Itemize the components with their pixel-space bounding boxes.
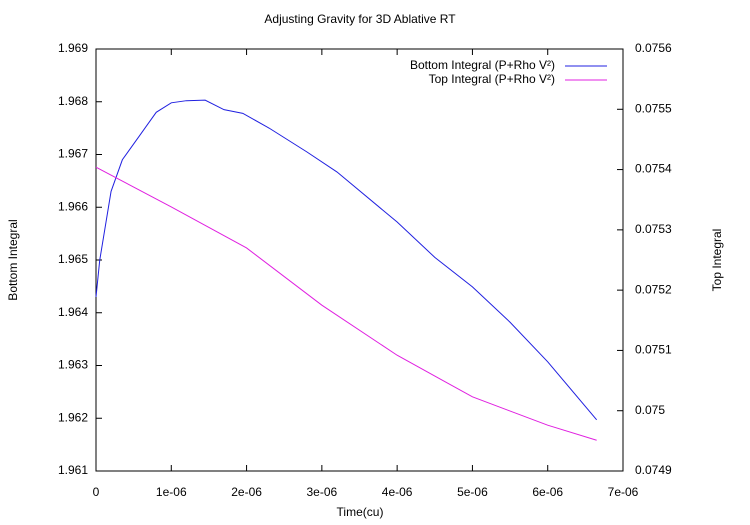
y-tick-label: 1.965 xyxy=(58,252,88,266)
y-tick-label: 1.963 xyxy=(58,358,88,372)
y2-tick-label: 0.0753 xyxy=(635,222,672,236)
y-tick-label: 1.968 xyxy=(58,94,88,108)
x-tick-label: 1e-06 xyxy=(156,485,187,499)
x-tick-label: 4e-06 xyxy=(382,485,413,499)
y2-axis-label: Top Integral xyxy=(710,229,724,292)
y2-tick-label: 0.0754 xyxy=(635,162,672,176)
y2-tick-label: 0.0756 xyxy=(635,41,672,55)
y-tick-label: 1.966 xyxy=(58,199,88,213)
series-line xyxy=(95,99,598,421)
y-tick-label: 1.967 xyxy=(58,147,88,161)
y2-tick-label: 0.0749 xyxy=(635,463,672,477)
y2-tick-label: 0.0755 xyxy=(635,101,672,115)
y-tick-label: 1.969 xyxy=(58,41,88,55)
x-axis-label: Time(cu) xyxy=(337,505,384,519)
y2-tick-label: 0.0752 xyxy=(635,282,672,296)
x-tick-label: 6e-06 xyxy=(532,485,563,499)
y-tick-label: 1.964 xyxy=(58,305,88,319)
legend-label: Bottom Integral (P+Rho V²) xyxy=(410,58,555,72)
x-tick-label: 7e-06 xyxy=(608,485,639,499)
chart-title: Adjusting Gravity for 3D Ablative RT xyxy=(264,12,456,26)
x-tick-label: 3e-06 xyxy=(307,485,338,499)
x-tick-label: 0 xyxy=(93,485,100,499)
series-line xyxy=(95,166,597,441)
legend-label: Top Integral (P+Rho V²) xyxy=(429,72,555,86)
y2-tick-label: 0.075 xyxy=(635,403,665,417)
x-tick-label: 2e-06 xyxy=(231,485,262,499)
y-axis-label: Bottom Integral xyxy=(6,219,20,300)
y2-tick-label: 0.0751 xyxy=(635,343,672,357)
plot-frame xyxy=(95,48,624,472)
y-tick-label: 1.962 xyxy=(58,410,88,424)
x-tick-label: 5e-06 xyxy=(457,485,488,499)
y-tick-label: 1.961 xyxy=(58,463,88,477)
